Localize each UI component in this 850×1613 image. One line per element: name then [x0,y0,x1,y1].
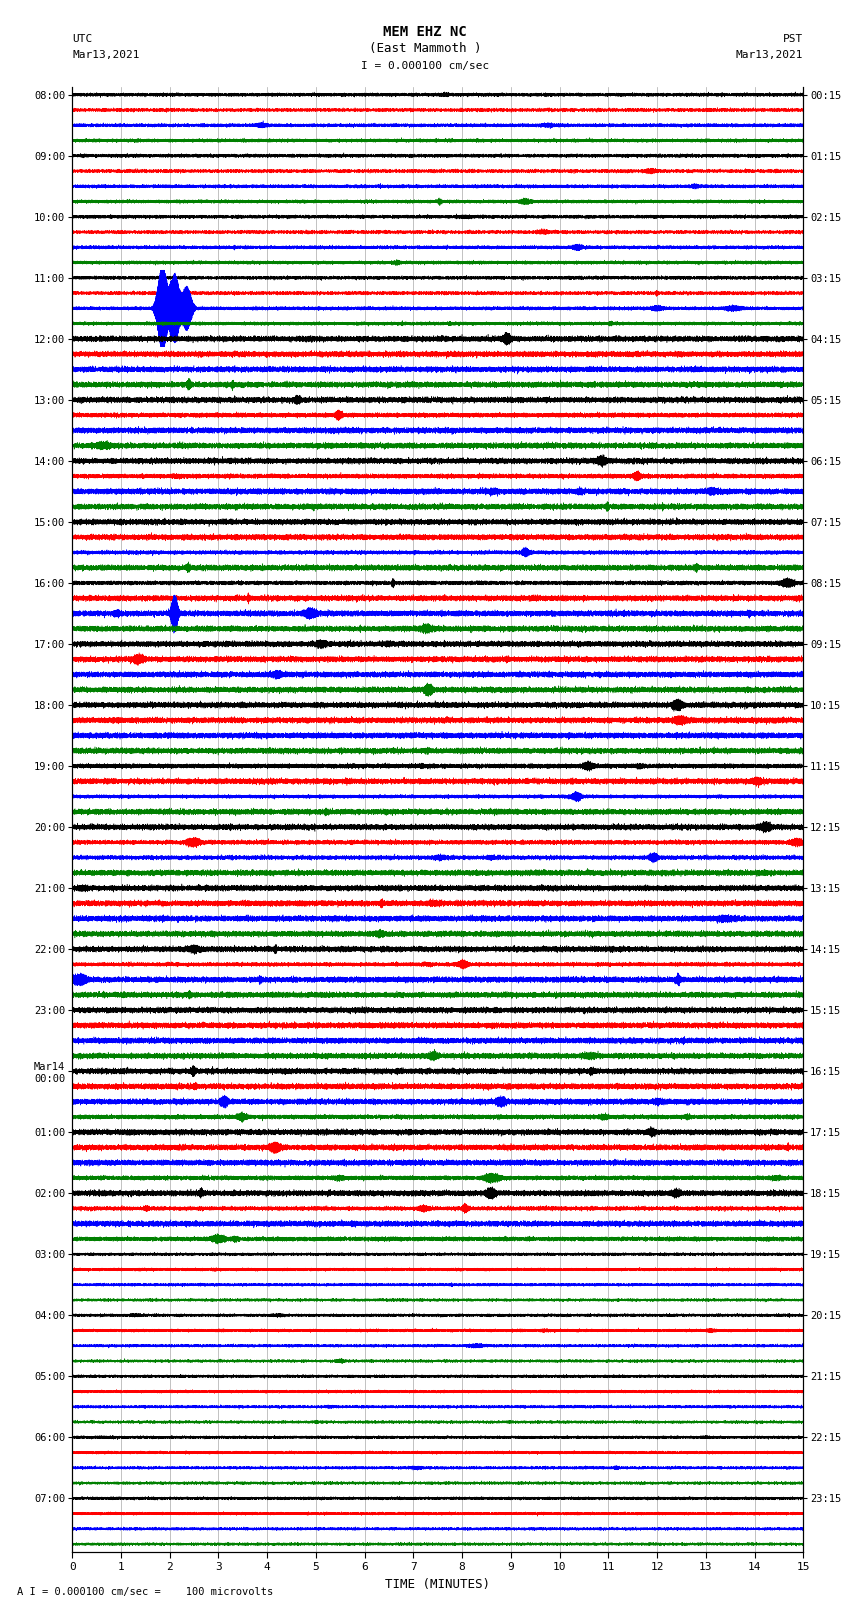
Text: A I = 0.000100 cm/sec =    100 microvolts: A I = 0.000100 cm/sec = 100 microvolts [17,1587,273,1597]
Text: MEM EHZ NC: MEM EHZ NC [383,24,467,39]
Text: (East Mammoth ): (East Mammoth ) [369,42,481,55]
X-axis label: TIME (MINUTES): TIME (MINUTES) [385,1578,490,1590]
Text: Mar13,2021: Mar13,2021 [736,50,803,60]
Text: PST: PST [783,34,803,44]
Text: I = 0.000100 cm/sec: I = 0.000100 cm/sec [361,61,489,71]
Text: UTC: UTC [72,34,93,44]
Text: Mar13,2021: Mar13,2021 [72,50,139,60]
